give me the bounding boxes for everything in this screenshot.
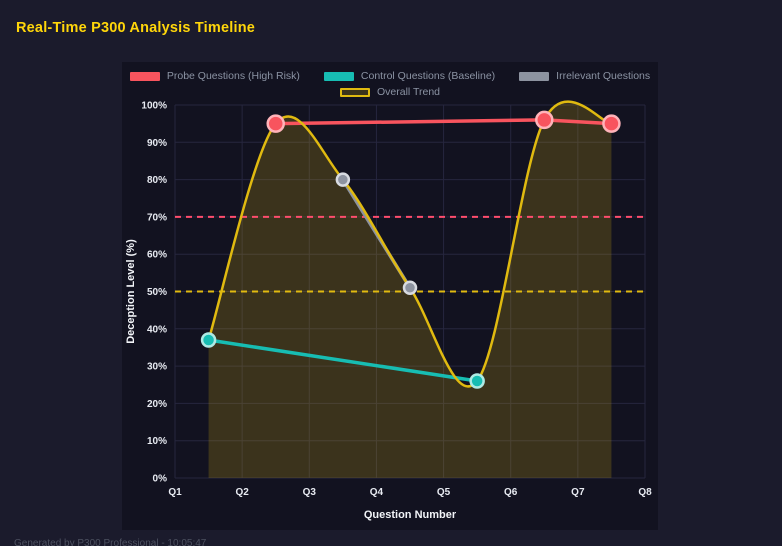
y-tick-label: 20%	[147, 399, 167, 410]
chart-panel: Probe Questions (High Risk) Control Quest…	[122, 62, 658, 530]
x-tick-label: Q4	[370, 487, 384, 498]
y-tick-label: 0%	[153, 474, 168, 485]
y-tick-label: 70%	[147, 212, 167, 223]
legend-swatch	[519, 71, 550, 81]
x-tick-label: Q5	[437, 487, 451, 498]
data-point-marker[interactable]	[335, 172, 351, 187]
legend-label: Probe Questions (High Risk)	[166, 70, 300, 82]
data-point-marker[interactable]	[266, 114, 285, 133]
y-axis-title: Deception Level (%)	[125, 239, 137, 344]
y-tick-label: 40%	[147, 324, 167, 335]
legend-item[interactable]: Control Questions (Baseline)	[323, 70, 496, 82]
legend-swatch	[129, 71, 160, 81]
legend-row: Overall Trend	[339, 86, 441, 98]
y-tick-label: 80%	[147, 175, 167, 186]
x-tick-label: Q8	[638, 487, 652, 498]
data-point-marker[interactable]	[602, 114, 621, 133]
chart-legend: Probe Questions (High Risk) Control Quest…	[122, 70, 658, 98]
x-tick-label: Q1	[168, 487, 182, 498]
x-tick-label: Q2	[235, 487, 249, 498]
data-point-marker[interactable]	[402, 280, 418, 296]
y-tick-label: 60%	[147, 250, 167, 261]
legend-item[interactable]: Probe Questions (High Risk)	[129, 70, 300, 82]
data-point-marker[interactable]	[535, 110, 554, 130]
page-title: Real-Time P300 Analysis Timeline	[16, 20, 256, 36]
series-line	[206, 338, 479, 383]
footer-text: Generated by P300 Professional - 10:05:4…	[14, 538, 207, 546]
data-point-marker[interactable]	[469, 373, 485, 389]
x-tick-label: Q6	[504, 487, 518, 498]
legend-row: Probe Questions (High Risk) Control Quest…	[129, 70, 650, 82]
legend-label: Control Questions (Baseline)	[360, 70, 496, 82]
data-point-marker[interactable]	[200, 332, 217, 348]
legend-label: Overall Trend	[376, 86, 441, 98]
legend-swatch	[323, 71, 354, 81]
y-tick-label: 100%	[141, 101, 167, 112]
x-axis-title: Question Number	[364, 509, 457, 521]
legend-swatch	[339, 87, 370, 97]
timeline-chart-svg: Q1 Q2 Q3 Q4 Q5 Q6 Q7 Q8 0% 10% 20% 30% 40% 50% 60% 70% 8…	[125, 101, 652, 522]
x-tick-label: Q7	[571, 487, 585, 498]
legend-item[interactable]: Irrelevant Questions	[519, 70, 650, 82]
legend-item[interactable]: Overall Trend	[339, 86, 441, 98]
x-tick-label: Q3	[303, 487, 317, 498]
y-tick-label: 50%	[147, 287, 167, 298]
y-tick-label: 30%	[147, 362, 167, 373]
legend-label: Irrelevant Questions	[556, 70, 651, 82]
y-tick-label: 10%	[147, 436, 167, 447]
y-tick-label: 90%	[147, 138, 167, 149]
